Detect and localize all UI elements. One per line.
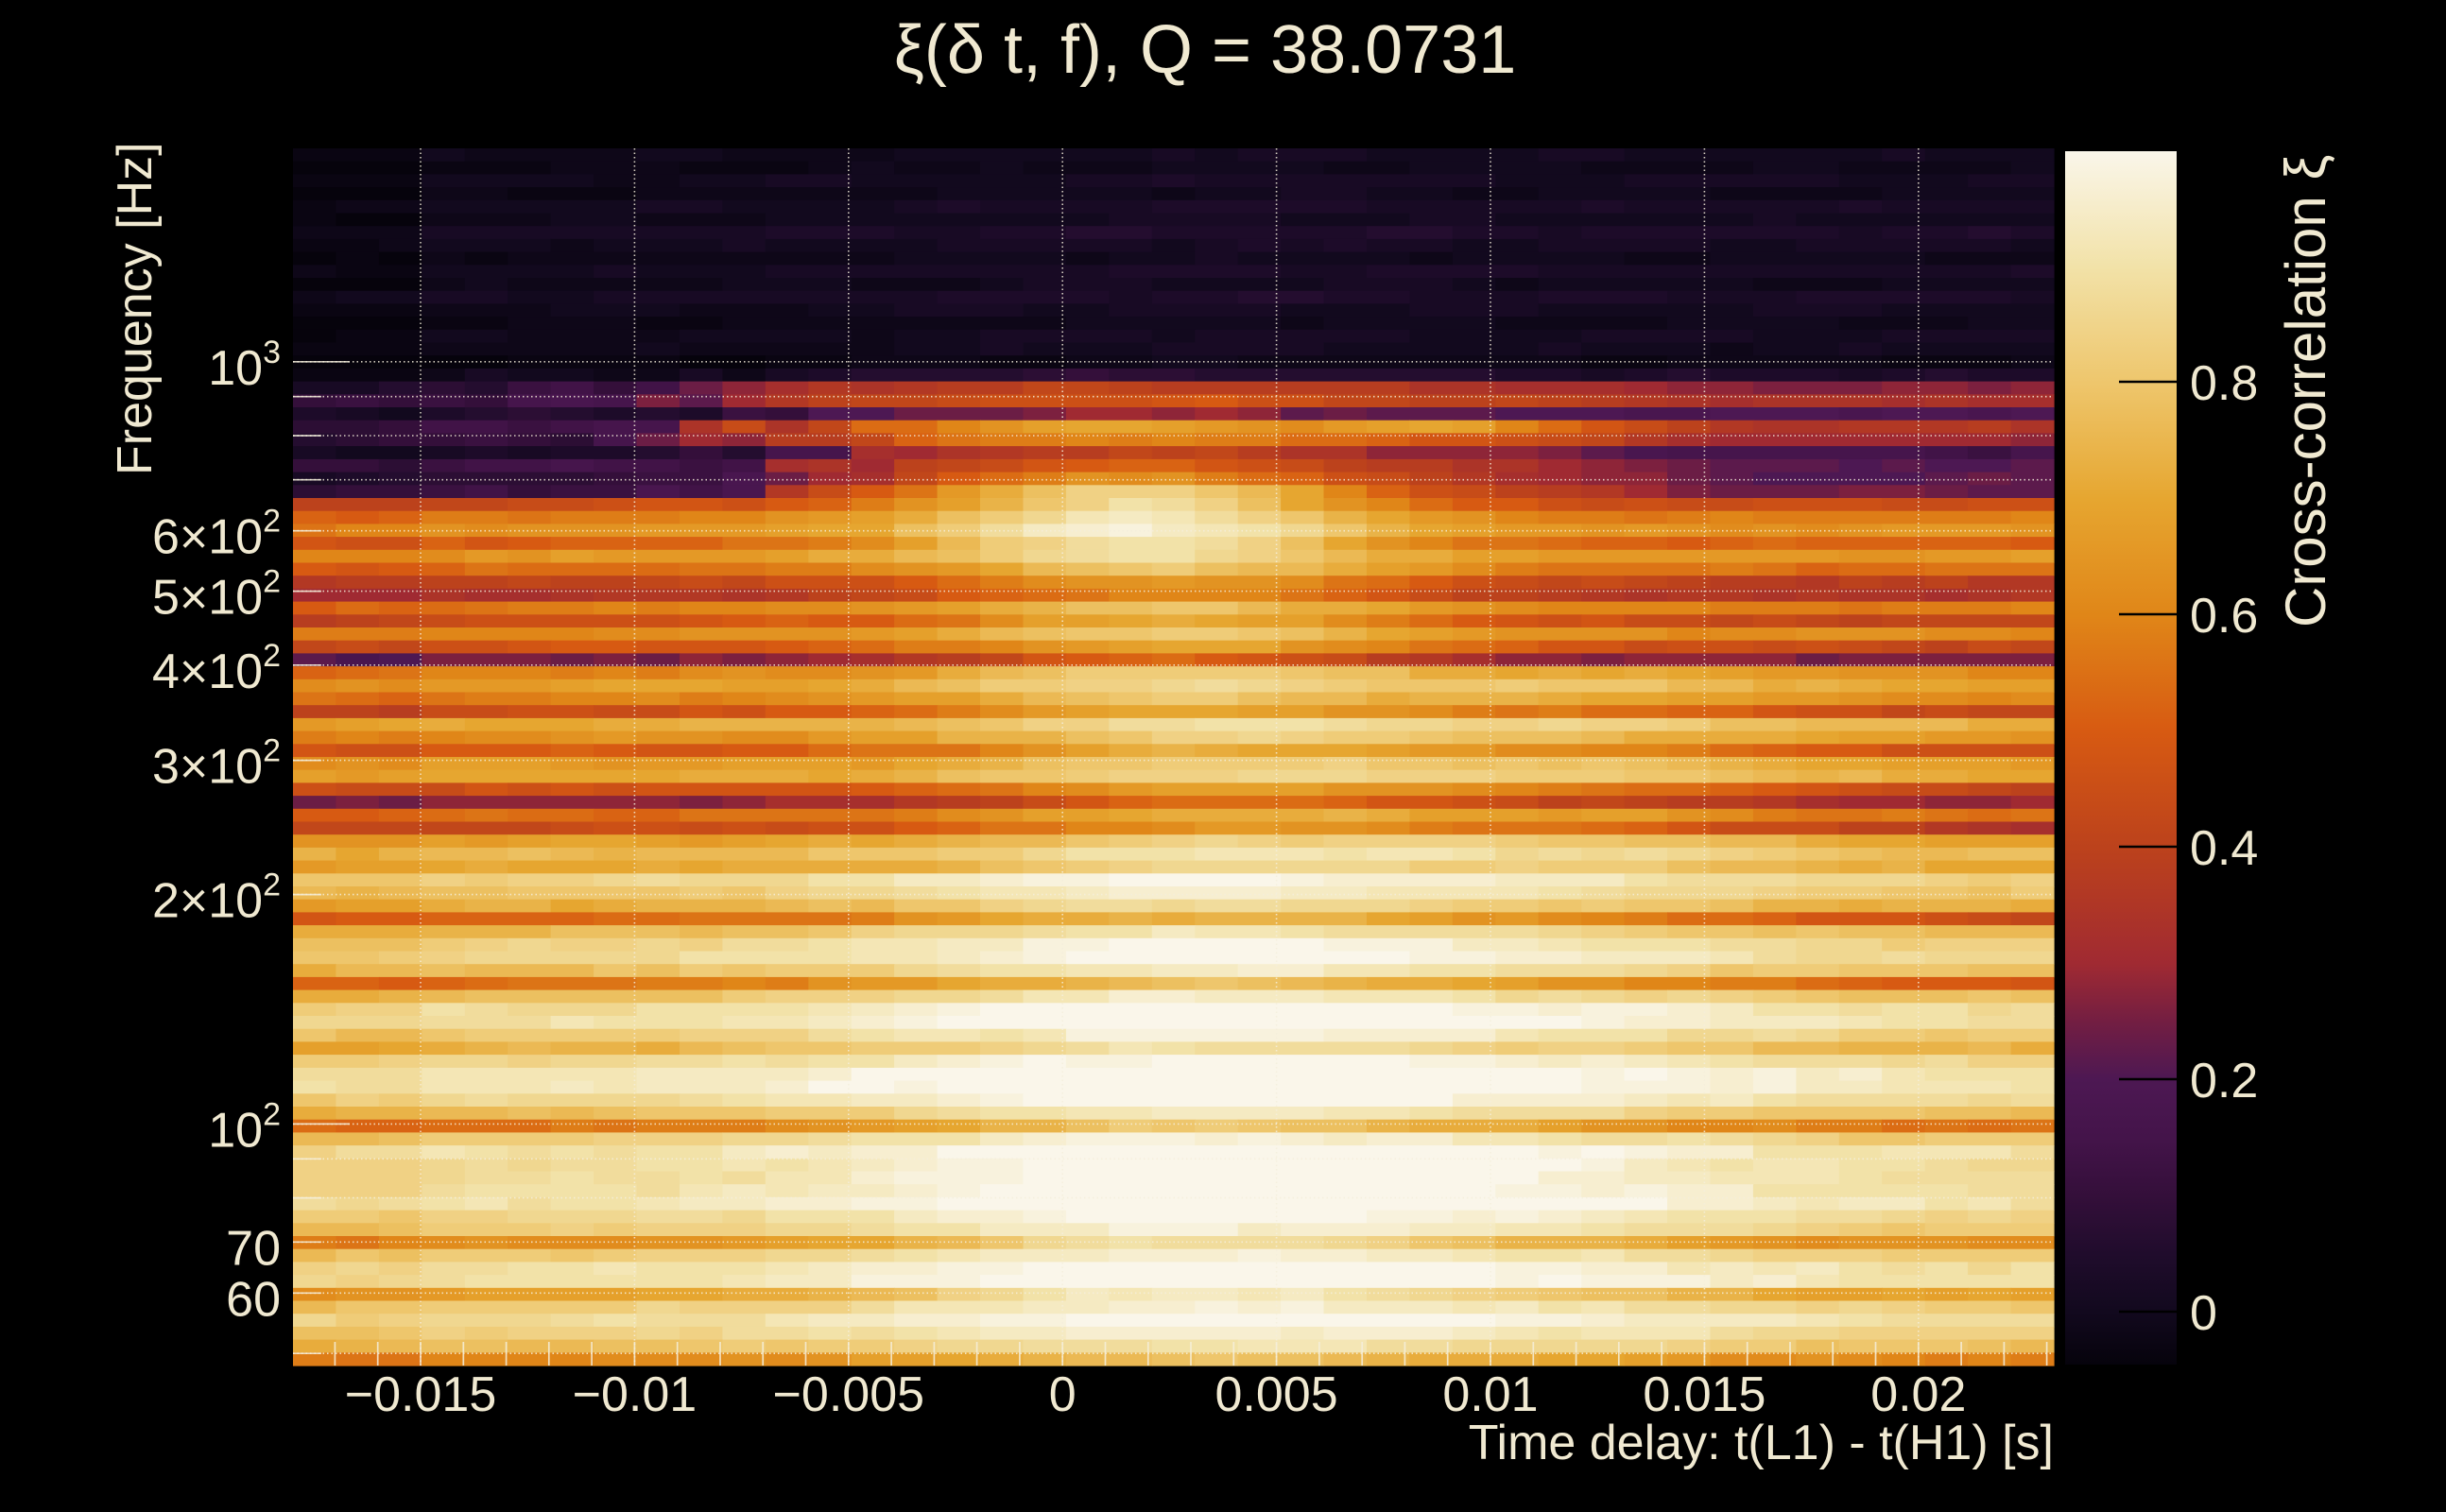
svg-text:0: 0 [1049,1367,1077,1422]
svg-text:70: 70 [226,1221,281,1276]
svg-text:Cross-correlation ξ: Cross-correlation ξ [2274,155,2337,627]
svg-text:0.015: 0.015 [1643,1367,1766,1422]
svg-text:Time delay: t(L1) - t(H1) [s]: Time delay: t(L1) - t(H1) [s] [1469,1416,2054,1470]
svg-text:Frequency [Hz]: Frequency [Hz] [108,142,163,475]
svg-text:0: 0 [2190,1286,2217,1341]
svg-text:2×102: 2×102 [152,868,281,929]
svg-text:4×102: 4×102 [152,638,281,699]
svg-text:−0.015: −0.015 [345,1367,497,1422]
svg-text:0.01: 0.01 [1442,1367,1538,1422]
svg-text:−0.01: −0.01 [573,1367,698,1422]
svg-text:0.2: 0.2 [2190,1054,2258,1108]
svg-text:3×102: 3×102 [152,733,281,795]
svg-text:ξ(δ t, f), Q = 38.0731: ξ(δ t, f), Q = 38.0731 [894,12,1517,88]
svg-text:5×102: 5×102 [152,564,281,626]
svg-text:60: 60 [226,1272,281,1327]
svg-text:0.8: 0.8 [2190,356,2258,411]
svg-text:6×102: 6×102 [152,504,281,565]
svg-text:0.005: 0.005 [1215,1367,1338,1422]
svg-text:0.02: 0.02 [1870,1367,1966,1422]
svg-text:0.6: 0.6 [2190,589,2258,644]
svg-text:0.4: 0.4 [2190,821,2258,876]
svg-text:103: 103 [208,335,281,396]
svg-text:−0.005: −0.005 [773,1367,925,1422]
